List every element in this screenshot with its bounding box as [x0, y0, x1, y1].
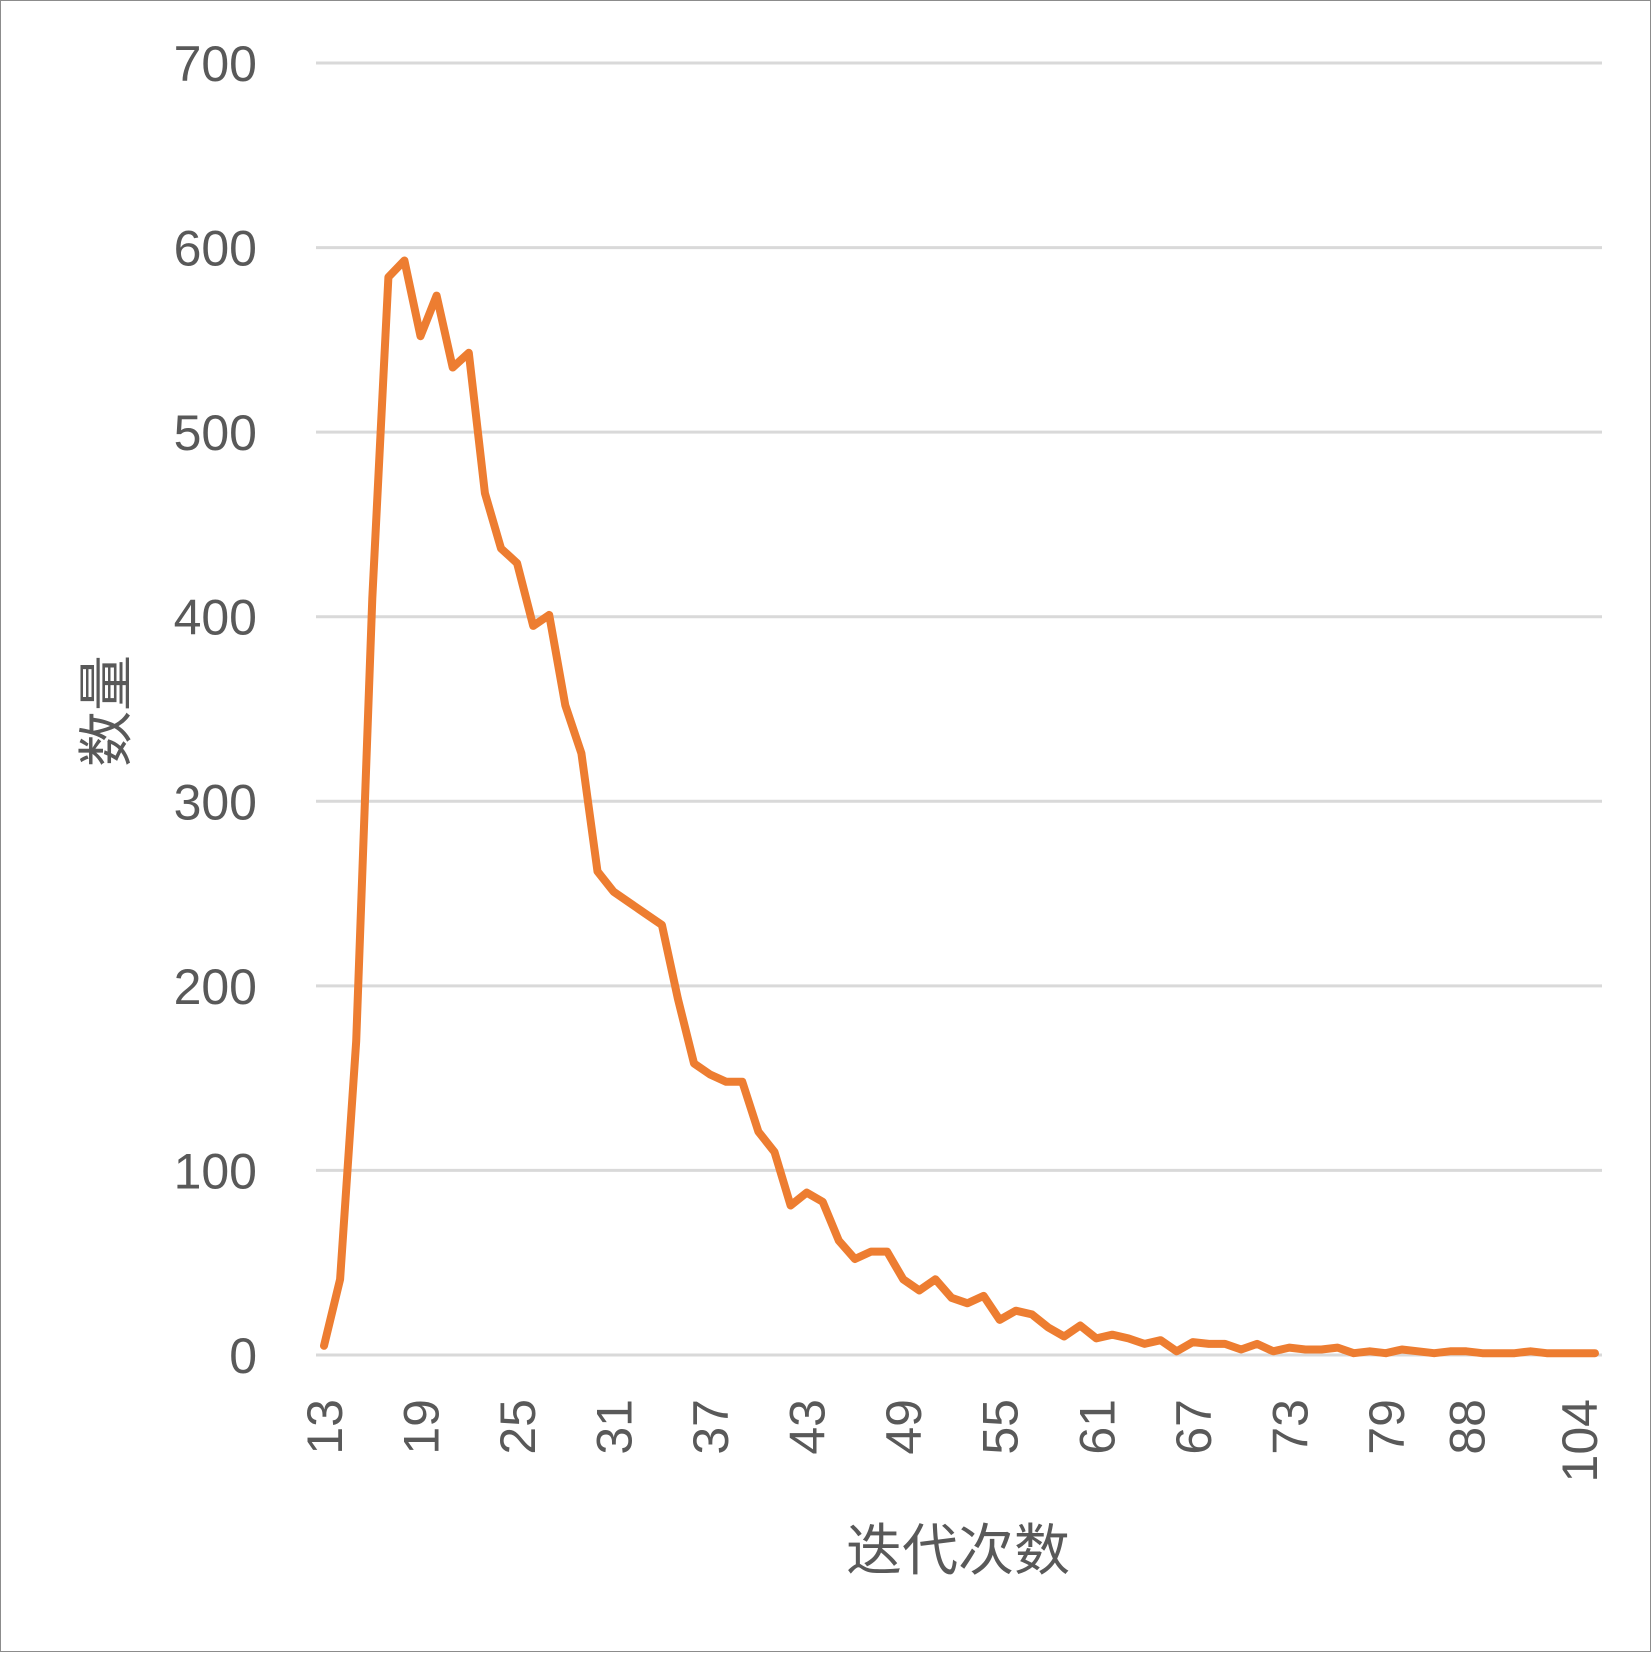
- x-tick-label: 19: [394, 1399, 450, 1455]
- gridlines: [316, 61, 1602, 1357]
- x-tick-label: 49: [876, 1399, 932, 1455]
- y-tick-label: 100: [174, 1143, 257, 1199]
- y-tick-label: 200: [174, 959, 257, 1015]
- x-tick-label: 79: [1359, 1399, 1415, 1455]
- y-axis-tick-labels: 0 100 200 300 400 500 600 700: [174, 36, 257, 1384]
- y-tick-label: 400: [174, 590, 257, 646]
- x-tick-label: 104: [1552, 1399, 1608, 1482]
- y-tick-label: 700: [174, 36, 257, 92]
- x-tick-label: 61: [1069, 1399, 1125, 1455]
- x-tick-label: 31: [587, 1399, 643, 1455]
- x-tick-label: 43: [780, 1399, 836, 1455]
- x-axis-title: 迭代次数: [846, 1519, 1070, 1584]
- series-line-0: [320, 256, 1599, 1358]
- y-tick-label: 300: [174, 774, 257, 830]
- x-axis-tick-labels: 13 19 25 31 37 43 49 55 61 67 73 79 88 104: [297, 1399, 1608, 1482]
- x-tick-label: 73: [1262, 1399, 1318, 1455]
- y-axis-title: 数量: [75, 655, 140, 767]
- x-tick-label: 55: [973, 1399, 1029, 1455]
- y-tick-label: 500: [174, 405, 257, 461]
- x-tick-label: 37: [683, 1399, 739, 1455]
- x-tick-label: 25: [490, 1399, 546, 1455]
- y-tick-label: 600: [174, 221, 257, 277]
- series-layer: [320, 256, 1599, 1358]
- x-tick-label: 13: [297, 1399, 353, 1455]
- x-tick-label: 67: [1166, 1399, 1222, 1455]
- x-tick-label: 88: [1439, 1399, 1495, 1455]
- y-tick-label: 0: [229, 1328, 257, 1384]
